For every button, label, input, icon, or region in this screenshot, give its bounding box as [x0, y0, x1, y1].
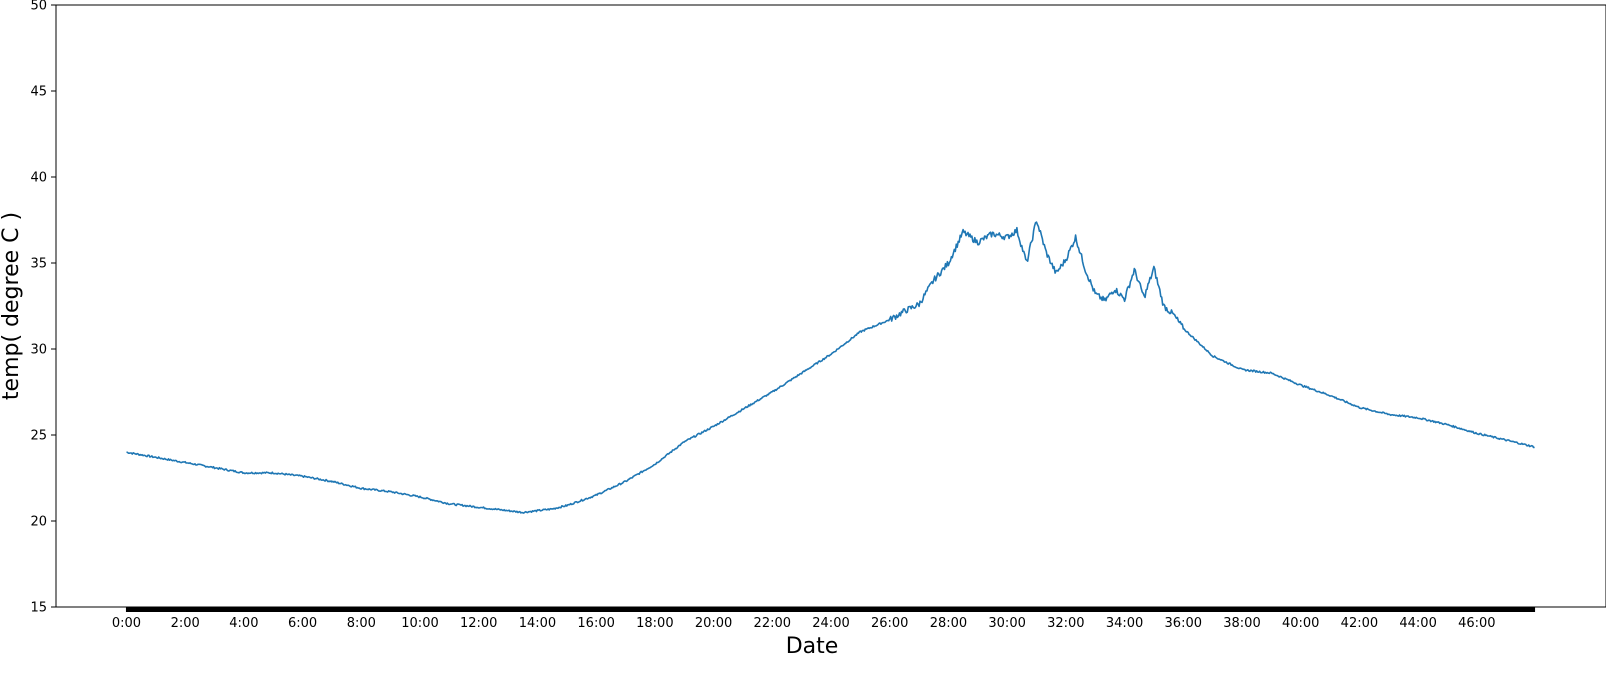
x-tick-label: 4:00	[229, 616, 258, 631]
x-tick-label: 6:00	[288, 616, 317, 631]
x-tick-label: 44:00	[1399, 616, 1436, 631]
x-tick-label: 46:00	[1458, 616, 1495, 631]
y-tick-label: 40	[30, 171, 47, 186]
x-minor-ticks	[126, 607, 1536, 612]
y-tick-label: 50	[30, 0, 47, 14]
x-tick-label: 36:00	[1165, 616, 1202, 631]
y-tick-label: 15	[30, 601, 47, 616]
x-tick-label: 38:00	[1223, 616, 1260, 631]
x-axis-title: Date	[786, 634, 839, 659]
x-tick-label: 22:00	[754, 616, 791, 631]
plot-frame	[55, 4, 1606, 608]
x-tick-label: 28:00	[930, 616, 967, 631]
y-tick-label: 45	[30, 85, 47, 100]
y-axis: 15 20 25 30 35 40 45 50	[30, 0, 56, 616]
x-tick-label: 16:00	[577, 616, 614, 631]
series-layer	[126, 221, 1535, 514]
x-tick-label: 14:00	[519, 616, 556, 631]
x-tick-label: 18:00	[636, 616, 673, 631]
x-tick-label: 40:00	[1282, 616, 1319, 631]
x-tick-label: 32:00	[1047, 616, 1084, 631]
y-tick-label: 35	[30, 257, 47, 272]
x-axis: 0:00 2:00 4:00 6:00 8:00 10:00 12:00 14:00 16:00…	[112, 607, 1536, 631]
x-tick-label: 26:00	[871, 616, 908, 631]
y-axis-title: temp( degree C )	[0, 212, 24, 400]
y-tick-label: 30	[30, 343, 47, 358]
x-tick-label: 10:00	[401, 616, 438, 631]
x-tick-label: 8:00	[347, 616, 376, 631]
x-tick-label: 30:00	[988, 616, 1025, 631]
x-tick-label: 42:00	[1341, 616, 1378, 631]
x-tick-label: 34:00	[1106, 616, 1143, 631]
y-tick-label: 25	[30, 429, 47, 444]
x-tick-label: 12:00	[460, 616, 497, 631]
x-tick-label: 20:00	[695, 616, 732, 631]
temperature-series-line	[126, 221, 1535, 514]
x-tick-label: 24:00	[812, 616, 849, 631]
x-tick-label: 0:00	[112, 616, 141, 631]
y-tick-label: 20	[30, 515, 47, 530]
x-tick-label: 2:00	[171, 616, 200, 631]
